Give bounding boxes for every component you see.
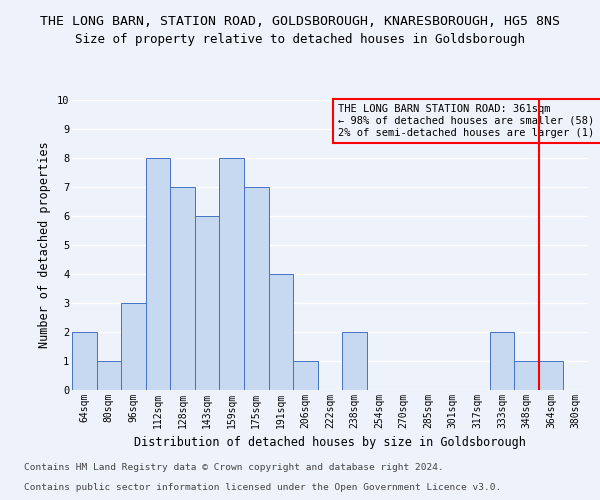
Y-axis label: Number of detached properties: Number of detached properties	[38, 142, 51, 348]
Text: Size of property relative to detached houses in Goldsborough: Size of property relative to detached ho…	[75, 32, 525, 46]
Bar	[170, 187, 195, 390]
Bar	[244, 187, 269, 390]
Bar	[97, 361, 121, 390]
Bar	[293, 361, 318, 390]
Bar	[121, 303, 146, 390]
Bar	[269, 274, 293, 390]
Bar	[490, 332, 514, 390]
Text: Contains HM Land Registry data © Crown copyright and database right 2024.: Contains HM Land Registry data © Crown c…	[24, 464, 444, 472]
Bar	[539, 361, 563, 390]
Bar	[195, 216, 220, 390]
X-axis label: Distribution of detached houses by size in Goldsborough: Distribution of detached houses by size …	[134, 436, 526, 450]
Text: Contains public sector information licensed under the Open Government Licence v3: Contains public sector information licen…	[24, 484, 501, 492]
Bar	[72, 332, 97, 390]
Bar	[514, 361, 539, 390]
Text: THE LONG BARN, STATION ROAD, GOLDSBOROUGH, KNARESBOROUGH, HG5 8NS: THE LONG BARN, STATION ROAD, GOLDSBOROUG…	[40, 15, 560, 28]
Bar	[342, 332, 367, 390]
Text: THE LONG BARN STATION ROAD: 361sqm
← 98% of detached houses are smaller (58)
2% : THE LONG BARN STATION ROAD: 361sqm ← 98%…	[338, 104, 600, 138]
Bar	[220, 158, 244, 390]
Bar	[146, 158, 170, 390]
